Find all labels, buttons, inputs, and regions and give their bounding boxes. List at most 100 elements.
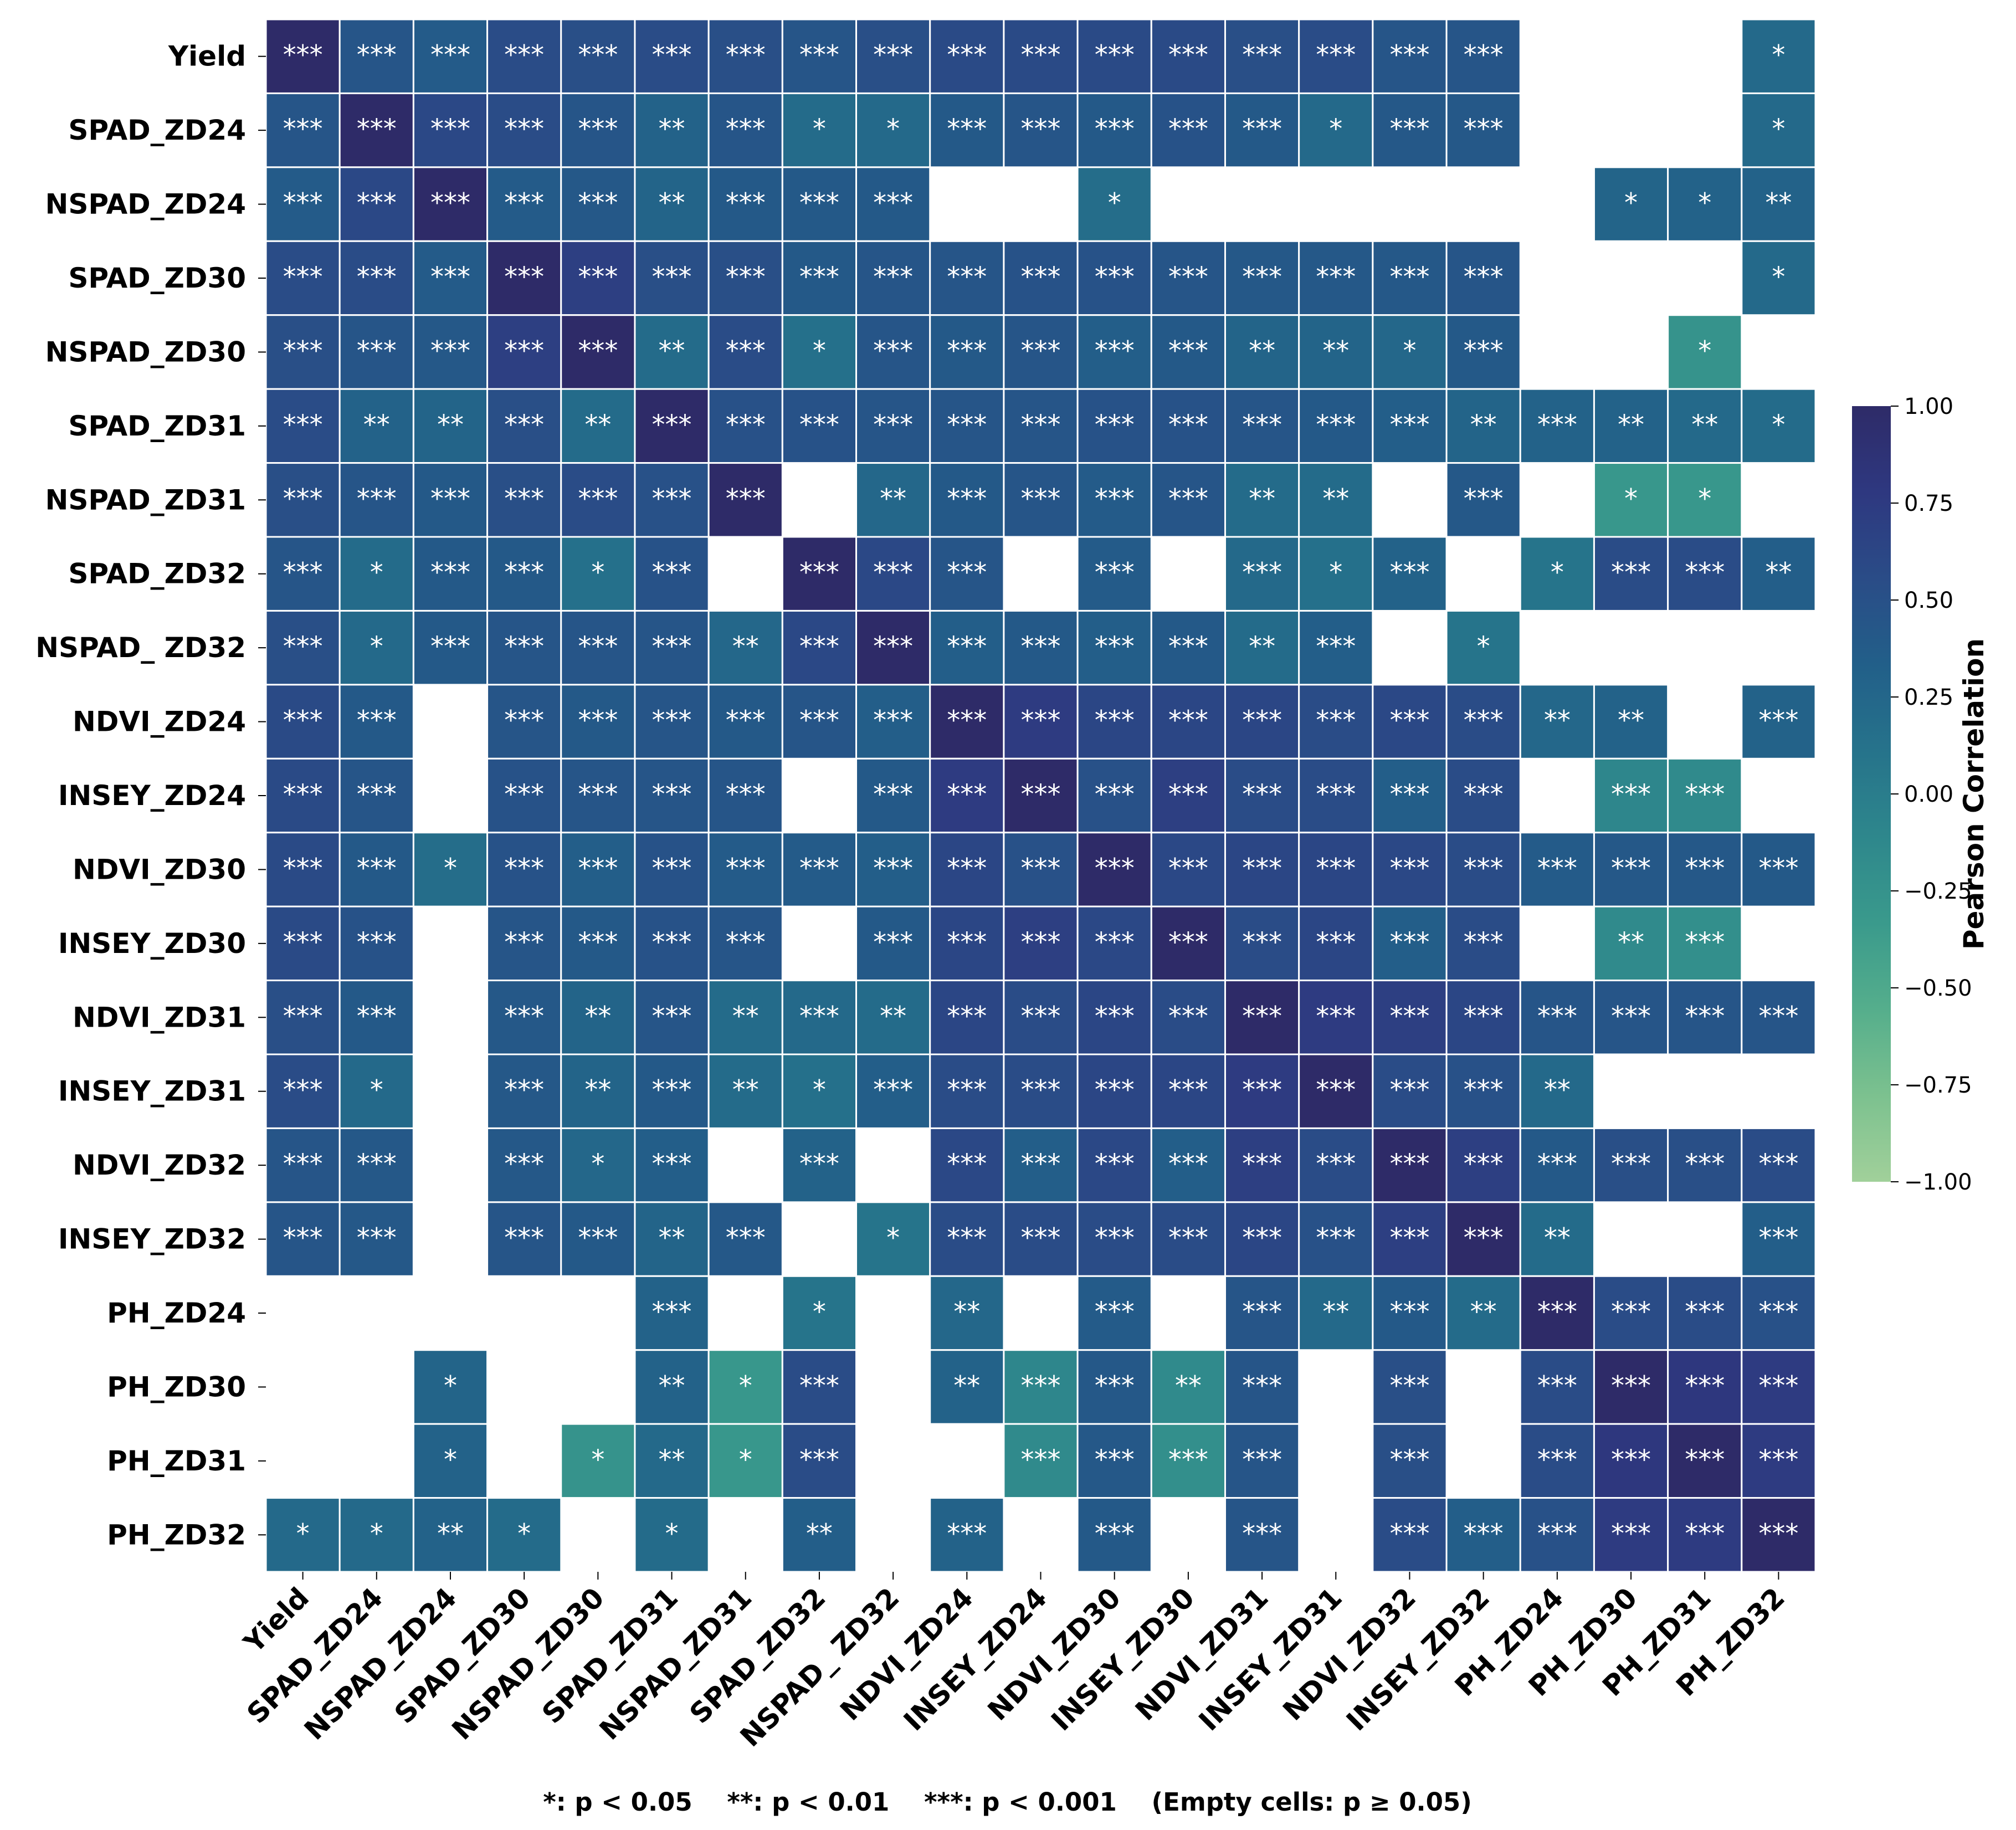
heatmap-cell xyxy=(1150,1423,1226,1499)
heatmap-cell xyxy=(855,1053,931,1129)
significance-mark: ** xyxy=(1765,557,1792,588)
significance-mark: *** xyxy=(1758,705,1798,736)
significance-mark: *** xyxy=(726,927,766,958)
heatmap-cell xyxy=(412,92,489,168)
significance-mark: *** xyxy=(504,631,544,662)
significance-mark: *** xyxy=(726,188,766,219)
significance-mark: *** xyxy=(947,927,987,958)
significance-mark: *** xyxy=(1168,114,1208,145)
heatmap-cell xyxy=(1224,757,1300,834)
heatmap-cell xyxy=(1003,314,1079,390)
colorbar: 1.00 0.75 0.50 0.25 0.00 −0.25 −0.50 −0.75 −1.00… xyxy=(1852,394,1990,1195)
significance-mark: *** xyxy=(283,1223,323,1254)
heatmap-cell xyxy=(707,980,783,1055)
heatmap-cell xyxy=(265,314,341,390)
significance-mark: *** xyxy=(873,927,913,958)
significance-mark: *** xyxy=(283,409,323,440)
significance-mark: *** xyxy=(1464,927,1504,958)
significance-mark: *** xyxy=(799,1001,839,1032)
significance-mark: *** xyxy=(1316,1149,1356,1180)
significance-mark: *** xyxy=(1021,114,1061,145)
heatmap-cell xyxy=(486,240,562,316)
heatmap-cell xyxy=(560,684,636,760)
row-label: NDVI_ZD31 xyxy=(73,1001,246,1033)
heatmap-cell xyxy=(1224,1201,1300,1277)
significance-mark: *** xyxy=(1095,483,1135,514)
significance-mark: *** xyxy=(947,779,987,810)
significance-mark: *** xyxy=(1168,1223,1208,1254)
significance-mark: *** xyxy=(578,262,618,293)
colorbar-title: Pearson Correlation xyxy=(1958,638,1990,950)
significance-marks: *** *** *** *** *** *** *** *** *** *** *** *** *** *… xyxy=(283,40,1799,1550)
significance-mark: *** xyxy=(1168,409,1208,440)
significance-mark: *** xyxy=(430,188,470,219)
heatmap-cell xyxy=(1298,388,1374,464)
heatmap-cell xyxy=(1298,1053,1374,1129)
significance-mark: *** xyxy=(578,188,618,219)
heatmap-cell xyxy=(634,980,710,1055)
significance-mark: * xyxy=(444,1444,457,1475)
significance-mark: *** xyxy=(1464,1518,1504,1549)
row-label: NSPAD_ ZD32 xyxy=(35,632,246,664)
significance-mark: *** xyxy=(1389,1223,1429,1254)
significance-mark: *** xyxy=(799,1370,839,1401)
heatmap-cell xyxy=(1076,314,1152,390)
significance-mark: *** xyxy=(1464,262,1504,293)
heatmap-cell xyxy=(1224,1053,1300,1129)
significance-mark: *** xyxy=(504,1149,544,1180)
heatmap-cell xyxy=(1224,314,1300,390)
heatmap-cell xyxy=(1593,462,1669,538)
significance-mark: *** xyxy=(430,335,470,366)
significance-mark: *** xyxy=(578,927,618,958)
significance-mark: *** xyxy=(1685,853,1725,884)
heatmap-cell xyxy=(634,684,710,760)
significance-mark: *** xyxy=(873,262,913,293)
significance-mark: *** xyxy=(726,335,766,366)
significance-mark: *** xyxy=(1095,631,1135,662)
heatmap-cell xyxy=(1076,609,1152,686)
heatmap-cell xyxy=(338,388,414,464)
heatmap-cell xyxy=(1372,905,1448,982)
significance-mark: ** xyxy=(1618,705,1644,736)
significance-mark: *** xyxy=(1464,1149,1504,1180)
significance-mark: * xyxy=(444,853,457,884)
significance-mark: ** xyxy=(1618,927,1644,958)
significance-mark: *** xyxy=(504,927,544,958)
significance-mark: *** xyxy=(1316,1075,1356,1106)
heatmap-cell xyxy=(634,1275,710,1351)
significance-mark: *** xyxy=(652,1296,692,1327)
heatmap-cell xyxy=(1372,536,1448,612)
heatmap-cell xyxy=(1224,536,1300,612)
heatmap-cell xyxy=(1445,314,1521,390)
heatmap-cell xyxy=(634,240,710,316)
significance-mark: *** xyxy=(947,40,987,71)
significance-mark: *** xyxy=(726,40,766,71)
significance-mark: ** xyxy=(659,1444,685,1475)
significance-mark: *** xyxy=(430,557,470,588)
significance-mark: ** xyxy=(584,1075,611,1106)
heatmap-cell xyxy=(855,609,931,686)
significance-mark: *** xyxy=(1464,779,1504,810)
heatmap-cell xyxy=(855,1201,931,1277)
significance-mark: *** xyxy=(1464,853,1504,884)
significance-mark: * xyxy=(1108,188,1121,219)
significance-mark: *** xyxy=(1095,262,1135,293)
row-label: INSEY_ZD30 xyxy=(58,927,246,960)
significance-mark: *** xyxy=(1611,853,1651,884)
heatmap-cell xyxy=(1003,905,1079,982)
significance-mark: *** xyxy=(1537,853,1577,884)
significance-mark: *** xyxy=(1389,779,1429,810)
heatmap-cell xyxy=(1741,1275,1817,1351)
significance-mark: *** xyxy=(799,188,839,219)
heatmap-cell xyxy=(1003,1201,1079,1277)
significance-mark: *** xyxy=(1095,409,1135,440)
significance-mark: *** xyxy=(873,188,913,219)
row-labels: Yield SPAD_ZD24 NSPAD_ZD24 SPAD_ZD30 NSPAD_Z… xyxy=(35,40,266,1551)
significance-mark: *** xyxy=(1537,1149,1577,1180)
heatmap-cell xyxy=(855,536,931,612)
significance-mark: * xyxy=(813,1075,826,1106)
significance-mark: *** xyxy=(873,853,913,884)
significance-mark: *** xyxy=(1389,927,1429,958)
significance-mark: *** xyxy=(430,40,470,71)
significance-mark: *** xyxy=(1168,1075,1208,1106)
